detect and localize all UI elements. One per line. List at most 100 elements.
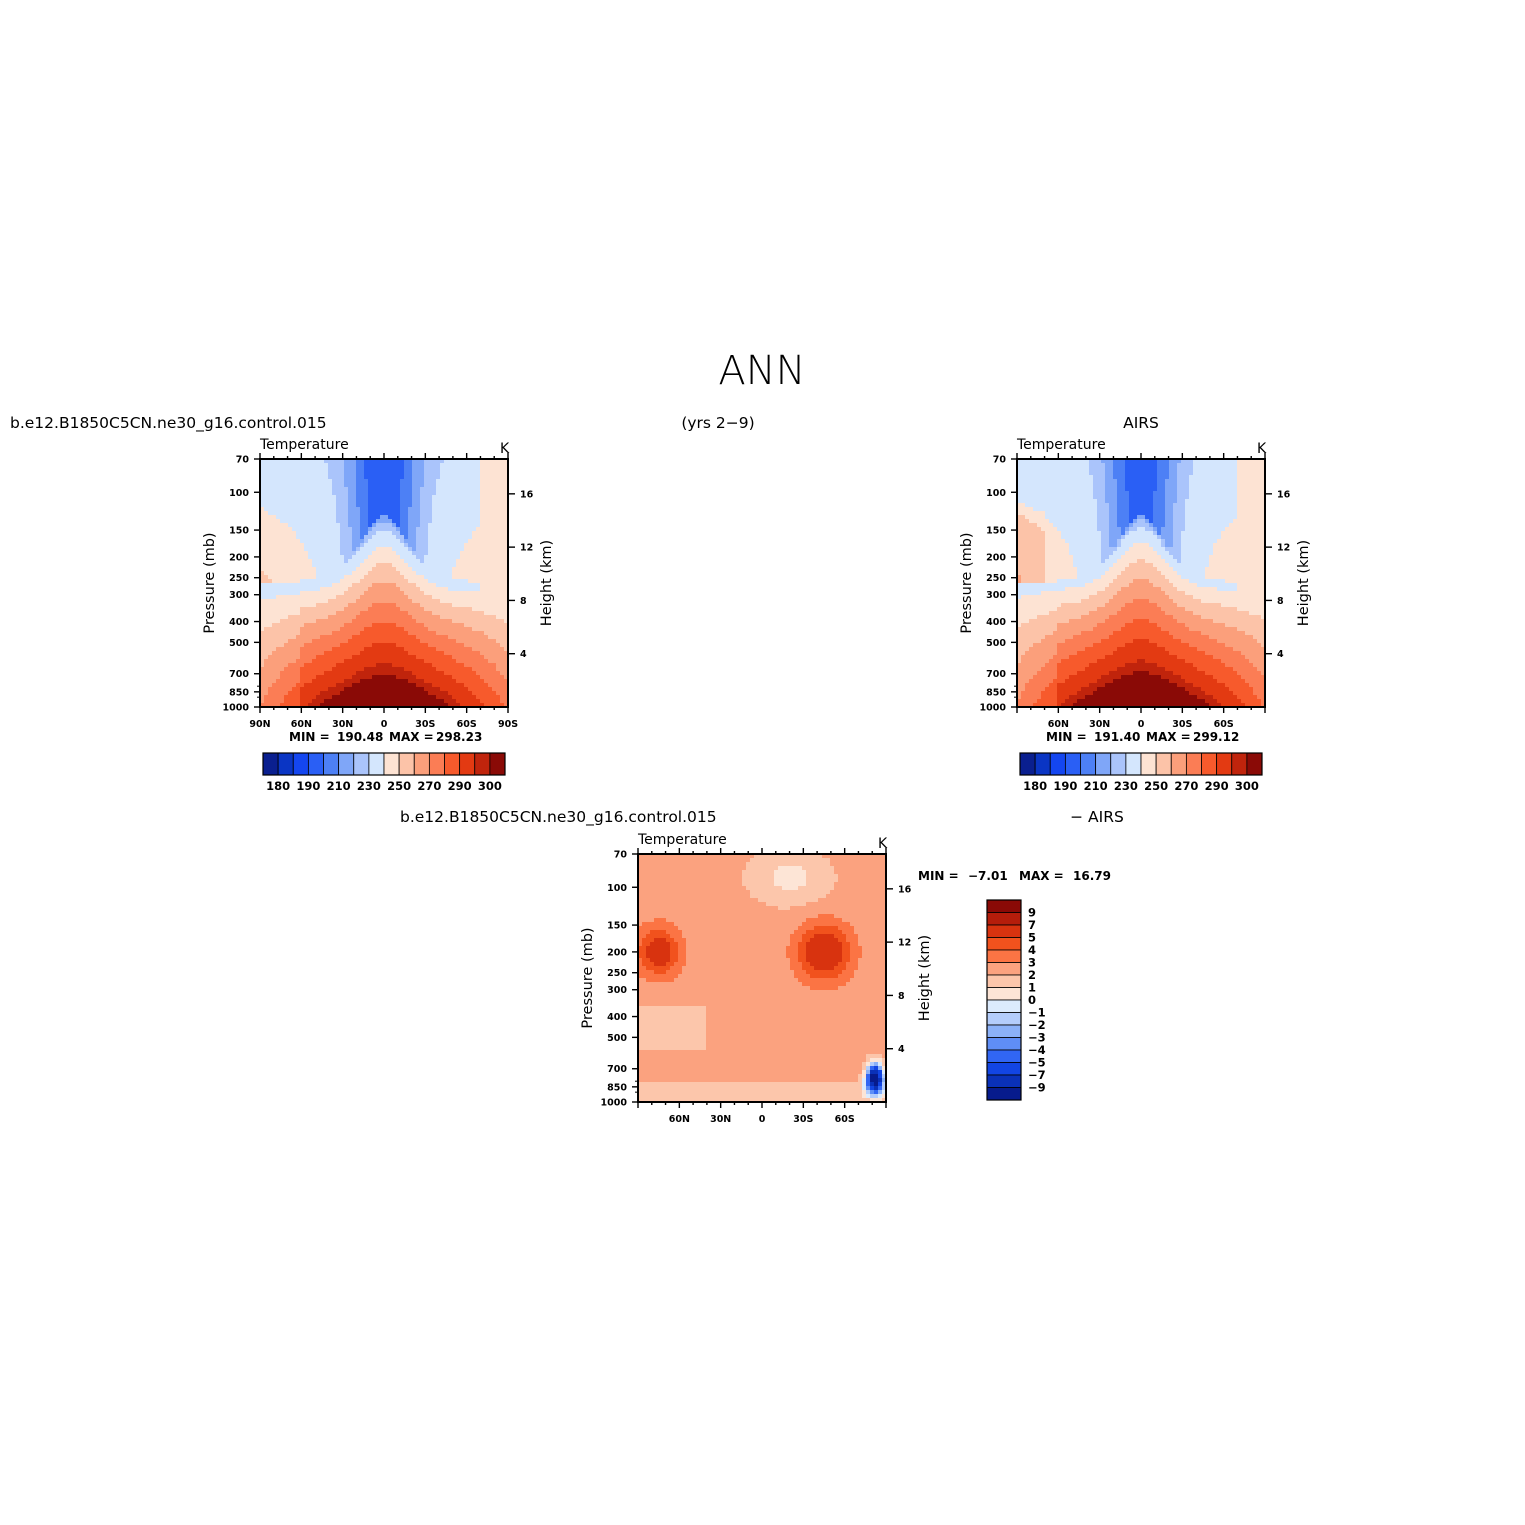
- model-field-cell: [476, 591, 481, 596]
- model-field-cell: [304, 547, 309, 552]
- model-field-cell: [316, 459, 321, 464]
- model-field-cell: [480, 595, 485, 600]
- airs-field-cell: [1253, 491, 1258, 496]
- model-field-cell: [440, 675, 445, 680]
- model-field-cell: [372, 659, 377, 664]
- model-field-cell: [476, 699, 481, 704]
- model-field-cell: [488, 467, 493, 472]
- model-field-cell: [376, 635, 381, 640]
- airs-field-cell: [1237, 479, 1242, 484]
- model-field-cell: [332, 679, 337, 684]
- model-field-cell: [468, 571, 473, 576]
- model-field-cell: [320, 491, 325, 496]
- model-field-cell: [488, 583, 493, 588]
- model-field-cell: [320, 463, 325, 468]
- model-field-cell: [280, 627, 285, 632]
- model-field-cell: [444, 547, 449, 552]
- airs-field-cell: [1261, 483, 1266, 488]
- model-field-cell: [268, 467, 273, 472]
- airs-field-cell: [1121, 515, 1126, 520]
- model-field-cell: [484, 695, 489, 700]
- model-field-cell: [504, 687, 509, 692]
- model-field-cell: [376, 471, 381, 476]
- model-field-cell: [320, 503, 325, 508]
- model-field-cell: [292, 499, 297, 504]
- model-field-cell: [388, 543, 393, 548]
- airs-field-cell: [1261, 507, 1266, 512]
- model-field-cell: [344, 591, 349, 596]
- model-field-cell: [336, 611, 341, 616]
- model-field-cell: [464, 667, 469, 672]
- model-field-cell: [456, 543, 461, 548]
- model-field-cell: [372, 611, 377, 616]
- airs-field-cell: [1037, 499, 1042, 504]
- model-field-cell: [360, 567, 365, 572]
- model-field-cell: [464, 607, 469, 612]
- model-field-cell: [448, 471, 453, 476]
- airs-field-cell: [1081, 503, 1086, 508]
- model-field-cell: [292, 467, 297, 472]
- model-field-cell: [364, 535, 369, 540]
- model-field-cell: [364, 555, 369, 560]
- model-field-cell: [452, 507, 457, 512]
- airs-field-cell: [1089, 511, 1094, 516]
- airs-field-cell: [1193, 507, 1198, 512]
- model-field-cell: [484, 599, 489, 604]
- model-field-cell: [404, 523, 409, 528]
- model-field-cell: [444, 515, 449, 520]
- model-field-cell: [272, 619, 277, 624]
- model-field-cell: [340, 591, 345, 596]
- model-field-cell: [300, 623, 305, 628]
- model-field-cell: [380, 547, 385, 552]
- model-field-cell: [464, 575, 469, 580]
- model-field-cell: [316, 535, 321, 540]
- model-field-cell: [440, 595, 445, 600]
- model-field-cell: [364, 495, 369, 500]
- airs-field-cell: [1153, 507, 1158, 512]
- airs-field-cell: [1153, 479, 1158, 484]
- airs-field-cell: [1149, 467, 1154, 472]
- airs-field-cell: [1065, 511, 1070, 516]
- model-field-cell: [500, 703, 505, 708]
- airs-field-cell: [1021, 483, 1026, 488]
- airs-field-cell: [1133, 519, 1138, 524]
- model-field-cell: [352, 627, 357, 632]
- model-field-cell: [308, 623, 313, 628]
- model-field-cell: [392, 551, 397, 556]
- airs-field-cell: [1229, 475, 1234, 480]
- model-field-cell: [488, 659, 493, 664]
- model-field-cell: [468, 483, 473, 488]
- model-field-cell: [368, 627, 373, 632]
- model-field-cell: [340, 491, 345, 496]
- model-field-cell: [492, 535, 497, 540]
- model-field-cell: [296, 627, 301, 632]
- model-field-cell: [280, 539, 285, 544]
- model-field-cell: [440, 459, 445, 464]
- model-field-cell: [440, 655, 445, 660]
- model-field-cell: [324, 535, 329, 540]
- model-field-cell: [344, 691, 349, 696]
- airs-field-cell: [1073, 459, 1078, 464]
- model-field-cell: [424, 643, 429, 648]
- model-field-cell: [300, 515, 305, 520]
- airs-field-cell: [1181, 459, 1186, 464]
- model-field-cell: [444, 599, 449, 604]
- airs-field-cell: [1117, 459, 1122, 464]
- model-field-cell: [436, 695, 441, 700]
- model-field-cell: [472, 695, 477, 700]
- airs-field-cell: [1213, 511, 1218, 516]
- model-field-cell: [360, 635, 365, 640]
- airs-field-cell: [1245, 519, 1250, 524]
- model-field-cell: [484, 699, 489, 704]
- model-field-cell: [336, 651, 341, 656]
- airs-field-cell: [1117, 491, 1122, 496]
- airs-field-cell: [1057, 495, 1062, 500]
- model-field-cell: [260, 571, 265, 576]
- model-field-cell: [268, 551, 273, 556]
- model-field-cell: [432, 539, 437, 544]
- model-field-cell: [404, 703, 409, 708]
- model-field-cell: [428, 635, 433, 640]
- model-field-cell: [316, 499, 321, 504]
- model-field-cell: [316, 611, 321, 616]
- model-field-cell: [260, 647, 265, 652]
